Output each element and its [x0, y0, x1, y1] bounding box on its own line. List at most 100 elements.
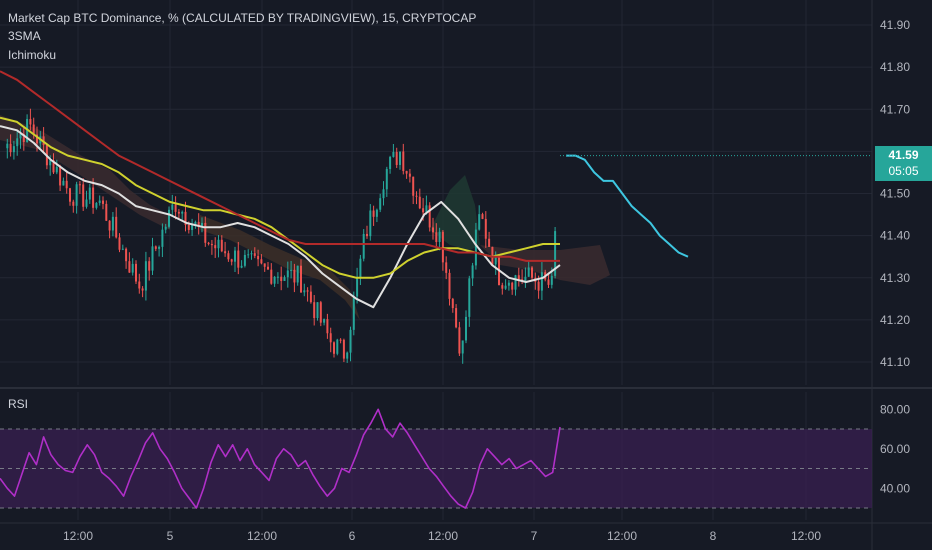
candle-body — [468, 278, 471, 317]
candle-body — [346, 352, 349, 359]
last-price-tag: 41.59 05:05 — [875, 146, 932, 181]
candle-body — [517, 275, 520, 280]
price-tick-label: 41.90 — [880, 18, 910, 32]
candle-body — [418, 196, 421, 209]
candle-body — [174, 204, 177, 212]
candle-body — [65, 180, 68, 189]
candle-body — [369, 210, 372, 237]
candle-body — [32, 124, 35, 135]
candle-body — [455, 308, 458, 328]
candle-body — [214, 245, 217, 249]
projection-line — [566, 154, 689, 258]
candle-body — [293, 269, 296, 283]
candle-body — [131, 263, 134, 273]
candle-body — [375, 209, 378, 217]
candle-body — [313, 302, 316, 319]
candle-body — [425, 205, 428, 213]
candle-body — [290, 269, 293, 271]
candle-body — [168, 209, 170, 227]
time-tick-label: 12:00 — [607, 529, 637, 543]
sma-mid-line — [0, 116, 560, 279]
candle-body — [148, 261, 151, 271]
candle-body — [362, 233, 365, 259]
rsi-pane — [0, 408, 872, 509]
cloud-area — [0, 115, 170, 230]
candle-body — [514, 275, 517, 290]
candle-body — [461, 340, 464, 354]
candle-body — [389, 156, 392, 169]
cloud-area — [200, 215, 360, 320]
candle-body — [465, 316, 467, 341]
rsi-tick-label: 60.00 — [880, 442, 910, 456]
candle-body — [138, 281, 141, 289]
candle-body — [395, 151, 398, 165]
candle-body — [415, 195, 418, 197]
candle-body — [494, 254, 497, 265]
candle-body — [69, 188, 71, 202]
time-tick-label: 12:00 — [791, 529, 821, 543]
candle-body — [88, 187, 91, 200]
rsi-tick-label: 80.00 — [880, 402, 910, 416]
candle-body — [435, 232, 438, 243]
candle-body — [187, 224, 190, 230]
candle-body — [283, 277, 286, 281]
price-tick-label: 41.50 — [880, 187, 910, 201]
candle-body — [125, 248, 128, 262]
candle-body — [300, 265, 302, 293]
candle-body — [448, 272, 451, 299]
price-tick-label: 41.70 — [880, 102, 910, 116]
candle-body — [276, 276, 279, 278]
candle-body — [16, 138, 19, 147]
candle-body — [151, 246, 154, 271]
candle-body — [309, 291, 312, 303]
candle-body — [118, 237, 121, 250]
candle-body — [105, 203, 108, 221]
candle-body — [247, 254, 250, 256]
candle-body — [257, 255, 260, 260]
candle-body — [349, 329, 352, 353]
indicator-3sma-label[interactable]: 3SMA — [8, 29, 41, 43]
candle-body — [184, 211, 187, 225]
candle-body — [488, 238, 491, 247]
candle-body — [144, 261, 147, 291]
candle-body — [230, 259, 233, 262]
candle-body — [75, 184, 78, 206]
candle-body — [22, 133, 25, 142]
candle-body — [59, 166, 62, 186]
candle-body — [102, 200, 104, 204]
candle-body — [62, 180, 65, 186]
last-price: 41.59 — [888, 148, 919, 162]
candle-body — [329, 333, 332, 343]
candle-body — [108, 220, 111, 231]
candle-body — [210, 243, 213, 246]
candle-body — [217, 239, 220, 249]
candle-body — [273, 276, 276, 284]
candle-body — [408, 173, 411, 177]
candle-body — [82, 184, 85, 207]
candle-body — [445, 262, 448, 273]
indicator-rsi-label[interactable]: RSI — [8, 397, 29, 411]
candle-body — [458, 327, 461, 354]
candle-body — [372, 210, 375, 217]
candle-body — [326, 319, 329, 334]
candle-body — [92, 187, 95, 208]
candle-body — [478, 214, 481, 230]
candle-body — [220, 239, 223, 252]
candle-body — [471, 265, 474, 279]
candle-body — [432, 227, 434, 233]
indicator-ichimoku-label[interactable]: Ichimoku — [8, 48, 57, 62]
candle-body — [85, 199, 88, 207]
price-tick-label: 41.20 — [880, 313, 910, 327]
candle-body — [128, 261, 131, 273]
candle-body — [342, 339, 345, 359]
candle-body — [243, 254, 246, 266]
candle-body — [550, 275, 553, 285]
candle-body — [72, 201, 75, 206]
candle-body — [356, 277, 359, 297]
candle-body — [197, 221, 200, 227]
candle-body — [224, 251, 227, 254]
candle-body — [554, 231, 557, 276]
candle-body — [323, 319, 326, 323]
candle-body — [111, 216, 114, 231]
